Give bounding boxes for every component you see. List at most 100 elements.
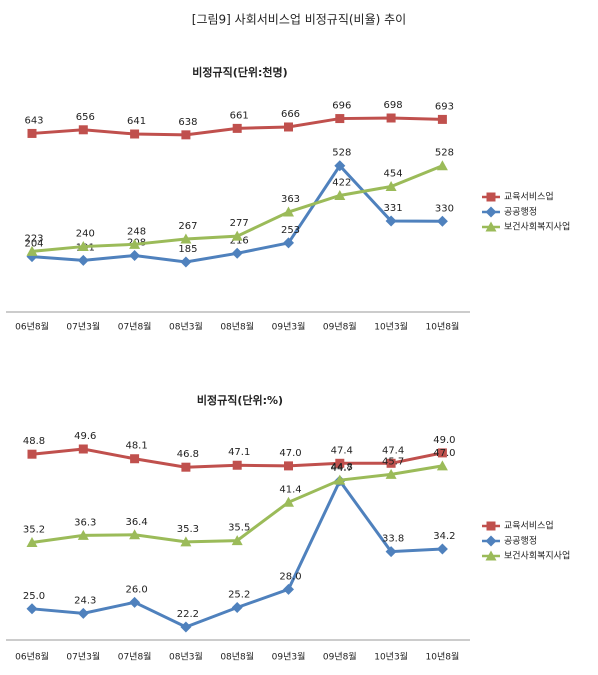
marker bbox=[334, 189, 346, 200]
marker bbox=[283, 237, 294, 249]
marker bbox=[385, 180, 397, 191]
data-label: 656 bbox=[76, 112, 95, 123]
page-title: [그림9] 사회서비스업 비정규직(비율) 추이 bbox=[192, 13, 406, 27]
marker bbox=[181, 462, 191, 472]
marker bbox=[386, 113, 396, 123]
chart-title: 비정규직(단위:%) bbox=[197, 393, 283, 407]
marker bbox=[130, 454, 140, 464]
x-tick-label: 08년3월 bbox=[169, 651, 203, 663]
data-label: 44.7 bbox=[331, 463, 353, 474]
data-label: 693 bbox=[435, 101, 454, 112]
data-label: 28.0 bbox=[279, 571, 301, 582]
data-label: 25.0 bbox=[23, 591, 45, 602]
marker bbox=[437, 114, 447, 124]
data-label: 25.2 bbox=[228, 590, 250, 601]
marker bbox=[27, 128, 37, 138]
data-label: 22.2 bbox=[177, 609, 199, 620]
data-label: 267 bbox=[178, 221, 197, 232]
marker bbox=[436, 460, 448, 471]
marker bbox=[181, 130, 191, 140]
data-label: 641 bbox=[127, 116, 146, 127]
x-tick-label: 10년3월 bbox=[374, 651, 408, 663]
marker bbox=[77, 254, 89, 266]
data-label: 528 bbox=[332, 148, 351, 159]
legend-marker bbox=[485, 221, 497, 232]
data-label: 26.0 bbox=[125, 584, 147, 595]
data-label: 696 bbox=[332, 101, 351, 112]
x-tick-label: 07년8월 bbox=[118, 651, 152, 663]
legend-label: 공공행정 bbox=[504, 535, 537, 547]
data-label: 204 bbox=[24, 239, 43, 250]
marker bbox=[231, 247, 243, 259]
marker bbox=[335, 114, 345, 124]
data-label: 36.4 bbox=[125, 517, 147, 528]
legend-marker bbox=[486, 521, 496, 531]
legend-marker bbox=[485, 206, 497, 218]
legend-marker bbox=[485, 550, 497, 561]
data-label: 33.8 bbox=[382, 534, 404, 545]
legend-label: 교육서비스업 bbox=[504, 192, 554, 203]
marker bbox=[180, 536, 192, 547]
marker bbox=[26, 245, 38, 256]
marker bbox=[129, 250, 141, 262]
marker bbox=[130, 129, 140, 139]
data-label: 48.1 bbox=[125, 441, 147, 452]
marker bbox=[334, 474, 346, 485]
data-label: 248 bbox=[127, 226, 146, 237]
data-label: 49.0 bbox=[433, 435, 455, 446]
marker bbox=[129, 596, 141, 608]
legend-label: 교육서비스업 bbox=[504, 521, 554, 532]
marker bbox=[27, 449, 37, 459]
data-label: 47.0 bbox=[433, 448, 455, 459]
data-label: 35.5 bbox=[228, 523, 250, 534]
data-label: 240 bbox=[76, 229, 95, 240]
marker bbox=[180, 621, 192, 633]
data-label: 528 bbox=[435, 148, 454, 159]
marker bbox=[436, 543, 448, 555]
x-tick-label: 06년8월 bbox=[15, 651, 49, 663]
data-label: 47.0 bbox=[279, 448, 301, 459]
data-label: 35.2 bbox=[23, 525, 45, 536]
marker bbox=[284, 122, 293, 132]
data-label: 331 bbox=[384, 203, 403, 214]
x-tick-label: 10년8월 bbox=[426, 321, 460, 333]
marker bbox=[78, 125, 88, 135]
marker bbox=[436, 215, 448, 227]
data-label: 47.1 bbox=[228, 447, 250, 458]
marker bbox=[232, 123, 242, 133]
x-tick-label: 07년3월 bbox=[66, 321, 100, 333]
marker bbox=[385, 546, 397, 558]
x-tick-label: 08년8월 bbox=[220, 321, 254, 333]
marker bbox=[231, 602, 243, 614]
data-label: 277 bbox=[230, 218, 249, 229]
data-label: 46.8 bbox=[177, 449, 199, 460]
marker bbox=[129, 238, 141, 249]
legend-marker bbox=[486, 192, 496, 202]
data-label: 330 bbox=[435, 203, 454, 214]
legend-label: 공공행정 bbox=[504, 206, 537, 218]
data-label: 47.4 bbox=[382, 445, 404, 456]
data-label: 24.3 bbox=[74, 595, 96, 606]
data-label: 34.2 bbox=[433, 531, 455, 542]
marker bbox=[232, 460, 242, 470]
marker bbox=[436, 160, 448, 171]
x-tick-label: 06년8월 bbox=[15, 321, 49, 333]
x-tick-label: 09년8월 bbox=[323, 651, 357, 663]
data-label: 47.4 bbox=[331, 445, 353, 456]
marker bbox=[77, 607, 89, 619]
legend-label: 보건사회복지사업 bbox=[504, 222, 570, 233]
x-tick-label: 09년3월 bbox=[272, 321, 306, 333]
marker bbox=[283, 496, 294, 507]
data-label: 253 bbox=[281, 225, 300, 236]
marker bbox=[283, 583, 294, 595]
x-tick-label: 07년3월 bbox=[66, 651, 100, 663]
data-label: 36.3 bbox=[74, 517, 96, 528]
marker bbox=[386, 458, 396, 468]
marker bbox=[78, 444, 88, 454]
data-label: 666 bbox=[281, 109, 300, 120]
data-label: 45.7 bbox=[382, 456, 404, 467]
data-label: 661 bbox=[230, 110, 249, 121]
x-tick-label: 08년8월 bbox=[220, 651, 254, 663]
